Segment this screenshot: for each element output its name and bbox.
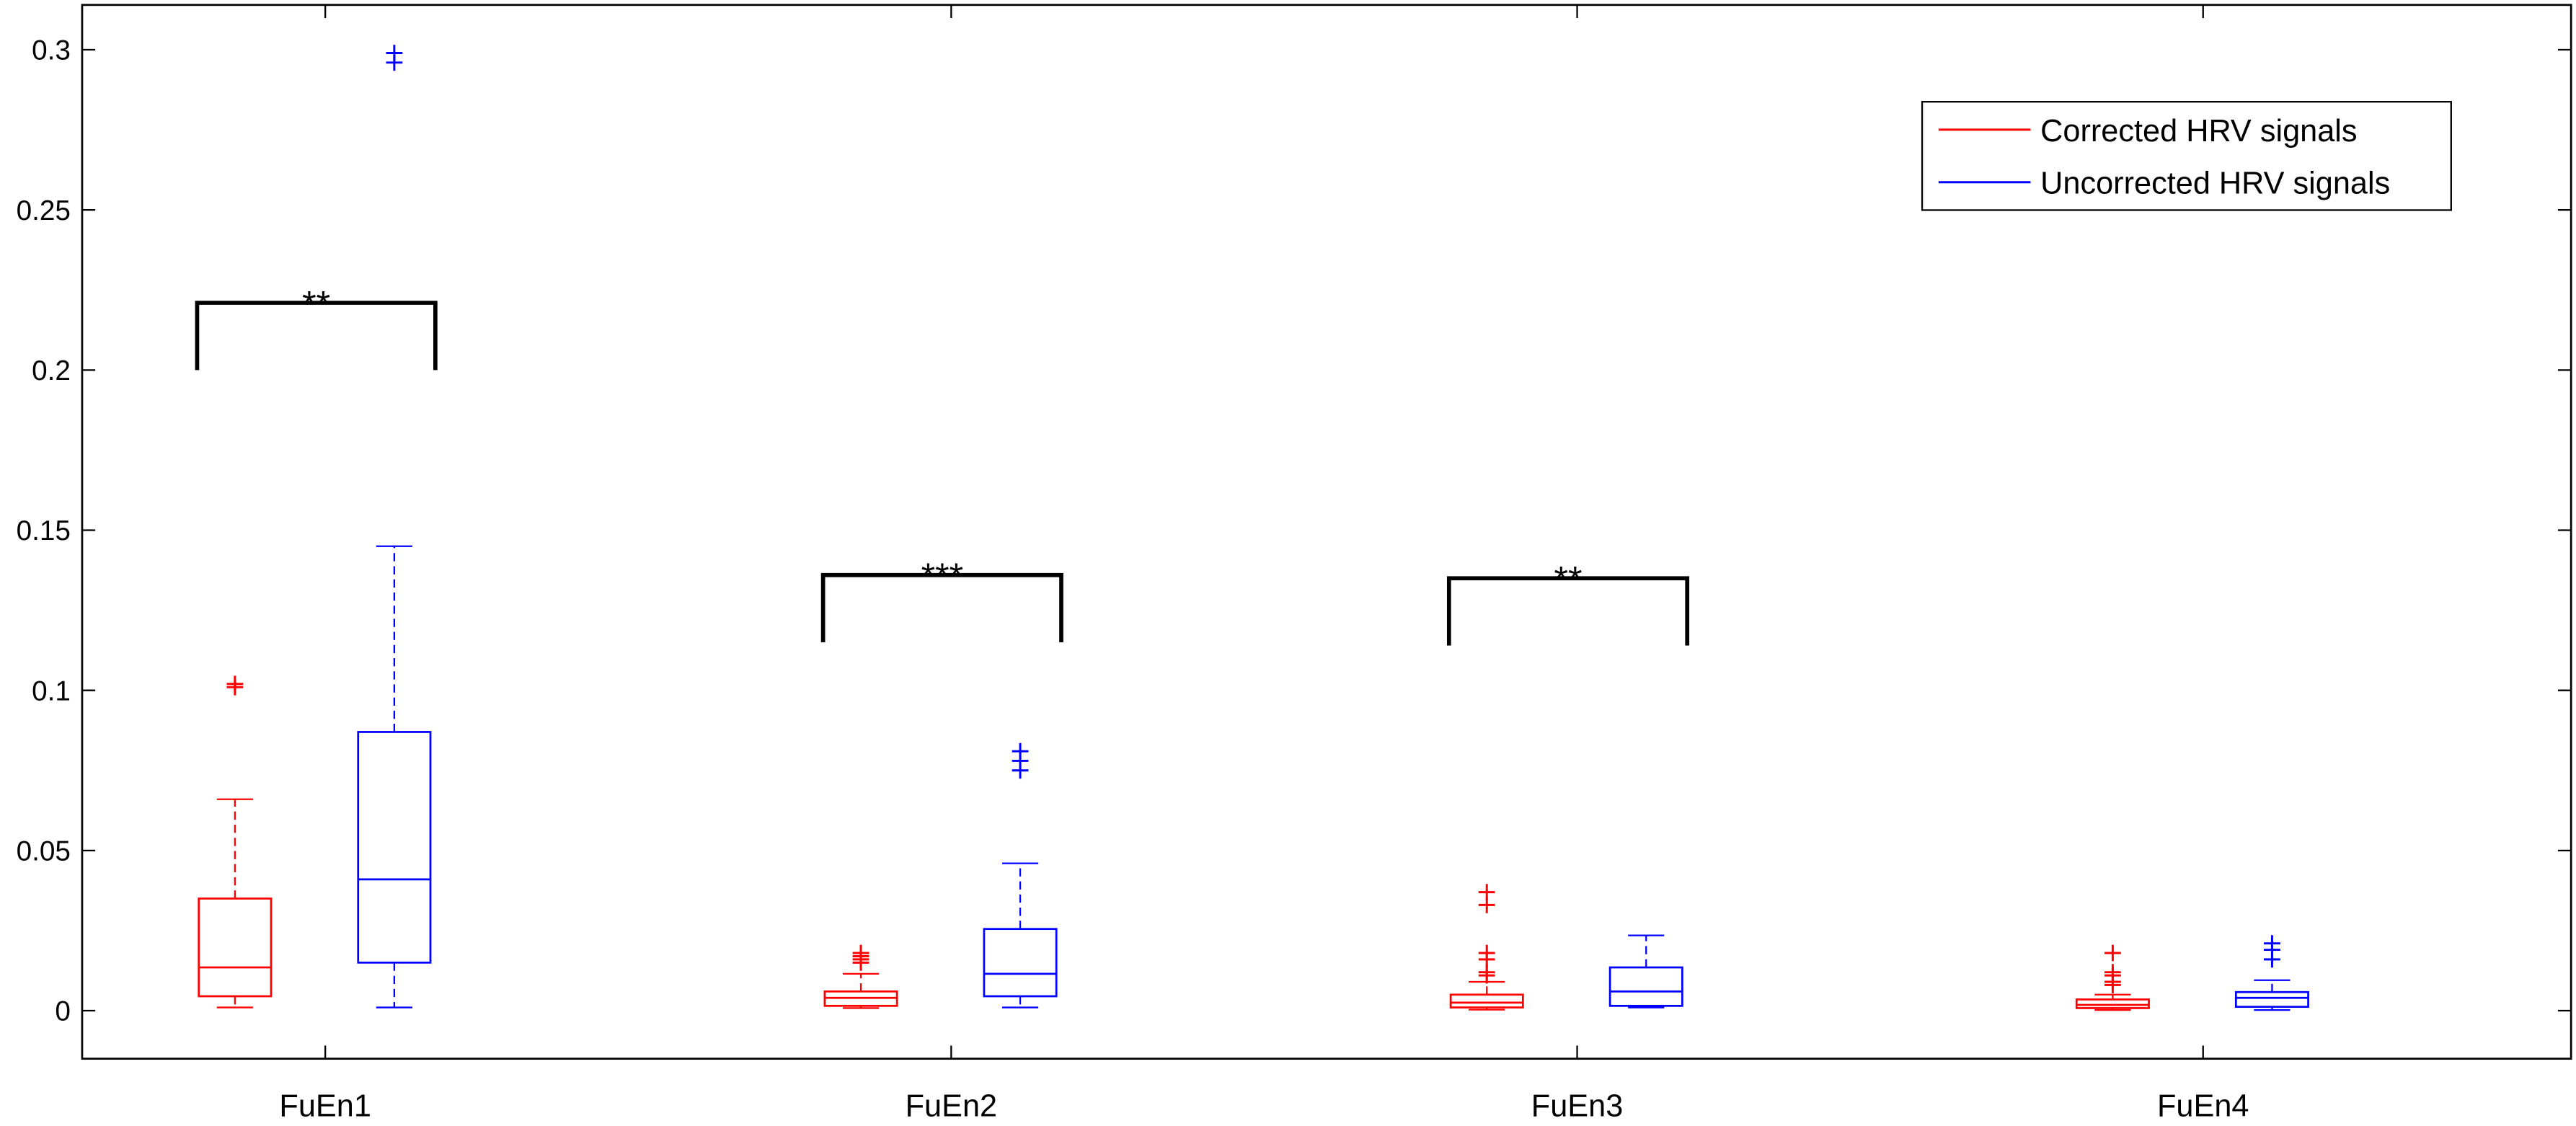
legend-label: Uncorrected HRV signals bbox=[2040, 167, 2390, 201]
y-tick-label: 0.1 bbox=[32, 675, 71, 706]
significance-label: ** bbox=[302, 283, 330, 324]
y-tick-label: 0.2 bbox=[32, 355, 71, 386]
outlier bbox=[1478, 944, 1495, 962]
box bbox=[2234, 990, 2309, 1008]
box bbox=[357, 731, 432, 964]
y-tick-label: 0.3 bbox=[32, 35, 71, 66]
outlier bbox=[2264, 935, 2280, 952]
box bbox=[1608, 966, 1683, 1007]
plot-frame bbox=[81, 4, 2572, 1060]
y-tick-label: 0 bbox=[55, 996, 71, 1027]
significance-bracket bbox=[820, 572, 1063, 643]
significance-bracket bbox=[195, 301, 438, 371]
outlier bbox=[2104, 964, 2121, 981]
significance-label: ** bbox=[1554, 559, 1583, 599]
outlier bbox=[1478, 884, 1495, 900]
outlier bbox=[226, 675, 244, 693]
box bbox=[2075, 998, 2150, 1009]
significance-label: *** bbox=[921, 556, 964, 596]
x-tick-label: FuEn1 bbox=[279, 1089, 371, 1123]
x-tick-label: FuEn3 bbox=[1531, 1089, 1624, 1123]
y-tick-label: 0.25 bbox=[17, 195, 71, 226]
box bbox=[983, 928, 1058, 998]
x-tick-label: FuEn2 bbox=[906, 1089, 998, 1123]
box bbox=[198, 897, 273, 998]
legend-box bbox=[1921, 101, 2452, 211]
y-tick-label: 0.15 bbox=[17, 515, 71, 546]
box bbox=[1449, 993, 1524, 1008]
x-tick-label: FuEn4 bbox=[2157, 1089, 2249, 1123]
outlier bbox=[386, 45, 403, 61]
y-tick-label: 0.05 bbox=[17, 836, 71, 867]
outlier bbox=[1012, 742, 1029, 760]
significance-bracket bbox=[1446, 576, 1690, 646]
legend-label: Corrected HRV signals bbox=[2040, 114, 2357, 148]
outlier bbox=[2104, 944, 2121, 962]
outlier bbox=[852, 944, 869, 962]
